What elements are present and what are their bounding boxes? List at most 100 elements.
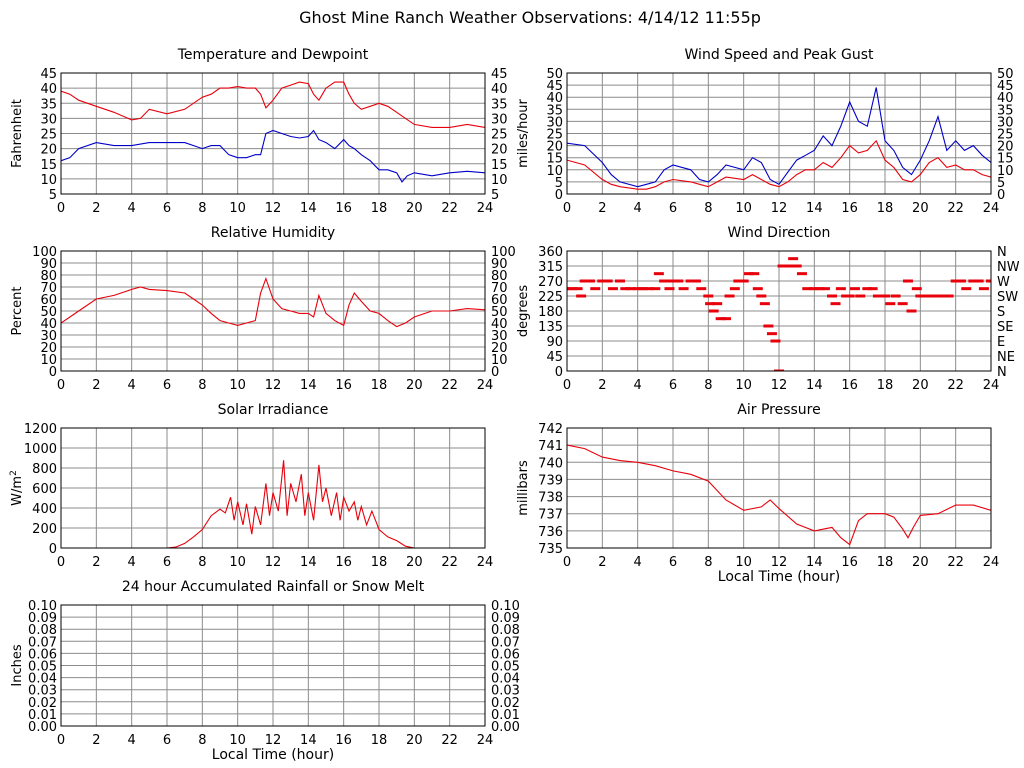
y-tick-label: 270 <box>538 275 563 290</box>
y-tick-label: 10 <box>40 173 57 188</box>
y-tick-label-right: 0.10 <box>491 599 520 614</box>
data-point <box>690 279 701 283</box>
data-point <box>756 294 767 298</box>
plot-area <box>61 276 485 328</box>
data-point <box>602 279 613 283</box>
x-tick-label: 22 <box>441 733 458 748</box>
chart-title: 24 hour Accumulated Rainfall or Snow Mel… <box>122 579 425 595</box>
y-tick-label: 740 <box>538 456 563 471</box>
y-tick-label-right: 45 <box>491 67 508 82</box>
plot-frame <box>60 72 486 195</box>
y-tick-label: 800 <box>32 462 57 477</box>
y-tick-label-right: 10 <box>997 164 1014 179</box>
series-line-red <box>567 139 991 190</box>
x-tick-label: 22 <box>947 378 964 393</box>
x-tick-label: 16 <box>841 201 858 216</box>
data-point <box>890 294 901 298</box>
x-tick-label: 24 <box>477 555 494 570</box>
data-point <box>978 287 989 291</box>
x-tick-label: 2 <box>598 201 606 216</box>
y-tick-label: 50 <box>546 67 563 82</box>
x-tick-label: 12 <box>265 555 282 570</box>
plot-frame <box>60 427 486 549</box>
x-tick-label: 6 <box>163 733 171 748</box>
x-tick-label: 20 <box>912 555 929 570</box>
data-point <box>925 294 936 298</box>
y-tick-label: 0 <box>555 188 563 203</box>
y-tick-label-right: 30 <box>491 329 508 344</box>
y-tick-label: 0.10 <box>28 599 57 614</box>
x-tick-label: 12 <box>265 378 282 393</box>
x-tick-label: 16 <box>335 378 352 393</box>
y-tick-label-right: 5 <box>491 188 499 203</box>
data-point <box>827 294 837 298</box>
y-tick-label-right: 20 <box>491 341 508 356</box>
x-tick-label: 2 <box>92 378 100 393</box>
y-axis-label: W/m2 <box>9 470 25 506</box>
y-axis-label: Inches <box>10 644 25 686</box>
y-tick-label-right: 10 <box>491 353 508 368</box>
y-axis-label-superscript: 2 <box>9 470 19 476</box>
data-point <box>802 287 813 291</box>
y-tick-label-right: 0.07 <box>491 635 520 650</box>
y-tick-label: 10 <box>40 353 57 368</box>
x-tick-label: 24 <box>477 378 494 393</box>
y-tick-label-right: 15 <box>997 152 1014 167</box>
y-tick-label-right: 0.09 <box>491 611 520 626</box>
data-point <box>872 294 883 298</box>
x-tick-label: 2 <box>598 378 606 393</box>
y-tick-label: 20 <box>40 341 57 356</box>
chart-title: Wind Speed and Peak Gust <box>685 47 874 63</box>
data-point <box>703 294 714 298</box>
chart-title: Air Pressure <box>737 402 820 418</box>
y-tick-label: 20 <box>546 140 563 155</box>
x-tick-label: 4 <box>128 555 136 570</box>
plot-frame <box>60 250 486 372</box>
data-point <box>759 302 770 306</box>
x-tick-label: 12 <box>771 555 788 570</box>
y-tick-label: 40 <box>546 91 563 106</box>
data-point <box>597 279 608 283</box>
y-tick-label-right: 40 <box>997 91 1014 106</box>
x-tick-label: 20 <box>406 201 423 216</box>
x-tick-label: 16 <box>841 555 858 570</box>
y-tick-label-right: 80 <box>491 269 508 284</box>
plot-area <box>567 87 991 190</box>
data-point <box>897 302 908 306</box>
x-tick-label: 24 <box>477 733 494 748</box>
y-tick-label-right: SE <box>997 320 1013 335</box>
y-tick-label-right: E <box>997 335 1005 350</box>
series-line-red <box>61 460 485 548</box>
x-tick-label: 4 <box>128 733 136 748</box>
y-tick-label: 0.05 <box>28 660 57 675</box>
data-point <box>572 287 583 291</box>
data-point <box>576 294 587 298</box>
y-tick-label-right: W <box>997 275 1010 290</box>
x-tick-label: 22 <box>441 201 458 216</box>
x-tick-label: 18 <box>877 201 894 216</box>
x-tick-label: 6 <box>163 201 171 216</box>
data-point <box>620 287 631 291</box>
data-point <box>668 279 678 283</box>
y-tick-label-right: 40 <box>491 82 508 97</box>
x-tick-label: 6 <box>669 378 677 393</box>
y-tick-label: 20 <box>40 143 57 158</box>
data-point <box>809 287 820 291</box>
x-tick-label: 22 <box>947 201 964 216</box>
data-point <box>643 287 654 291</box>
y-tick-label-right: 30 <box>997 115 1014 130</box>
y-tick-label: 45 <box>546 350 563 365</box>
x-tick-label: 0 <box>563 555 571 570</box>
y-tick-label: 0.04 <box>28 672 57 687</box>
y-tick-label: 739 <box>538 473 563 488</box>
data-point <box>696 287 707 291</box>
chart-rain: 24 hour Accumulated Rainfall or Snow Mel… <box>10 579 520 763</box>
x-tick-label: 4 <box>634 201 642 216</box>
data-point <box>950 279 961 283</box>
y-tick-label: 35 <box>546 103 563 118</box>
x-tick-label: 0 <box>57 201 65 216</box>
data-point <box>743 272 754 276</box>
x-tick-label: 24 <box>983 378 1000 393</box>
x-tick-label: 2 <box>598 555 606 570</box>
